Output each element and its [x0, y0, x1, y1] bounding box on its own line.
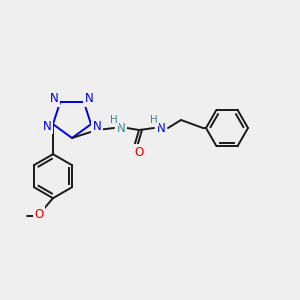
- Text: N: N: [117, 122, 125, 134]
- Text: N: N: [93, 120, 101, 133]
- Text: H: H: [110, 115, 118, 125]
- Text: N: N: [84, 92, 93, 105]
- Text: N: N: [50, 92, 58, 105]
- Text: N: N: [43, 120, 51, 133]
- Text: N: N: [157, 122, 165, 134]
- Text: O: O: [34, 208, 43, 221]
- Text: H: H: [150, 115, 158, 125]
- Text: O: O: [134, 146, 144, 158]
